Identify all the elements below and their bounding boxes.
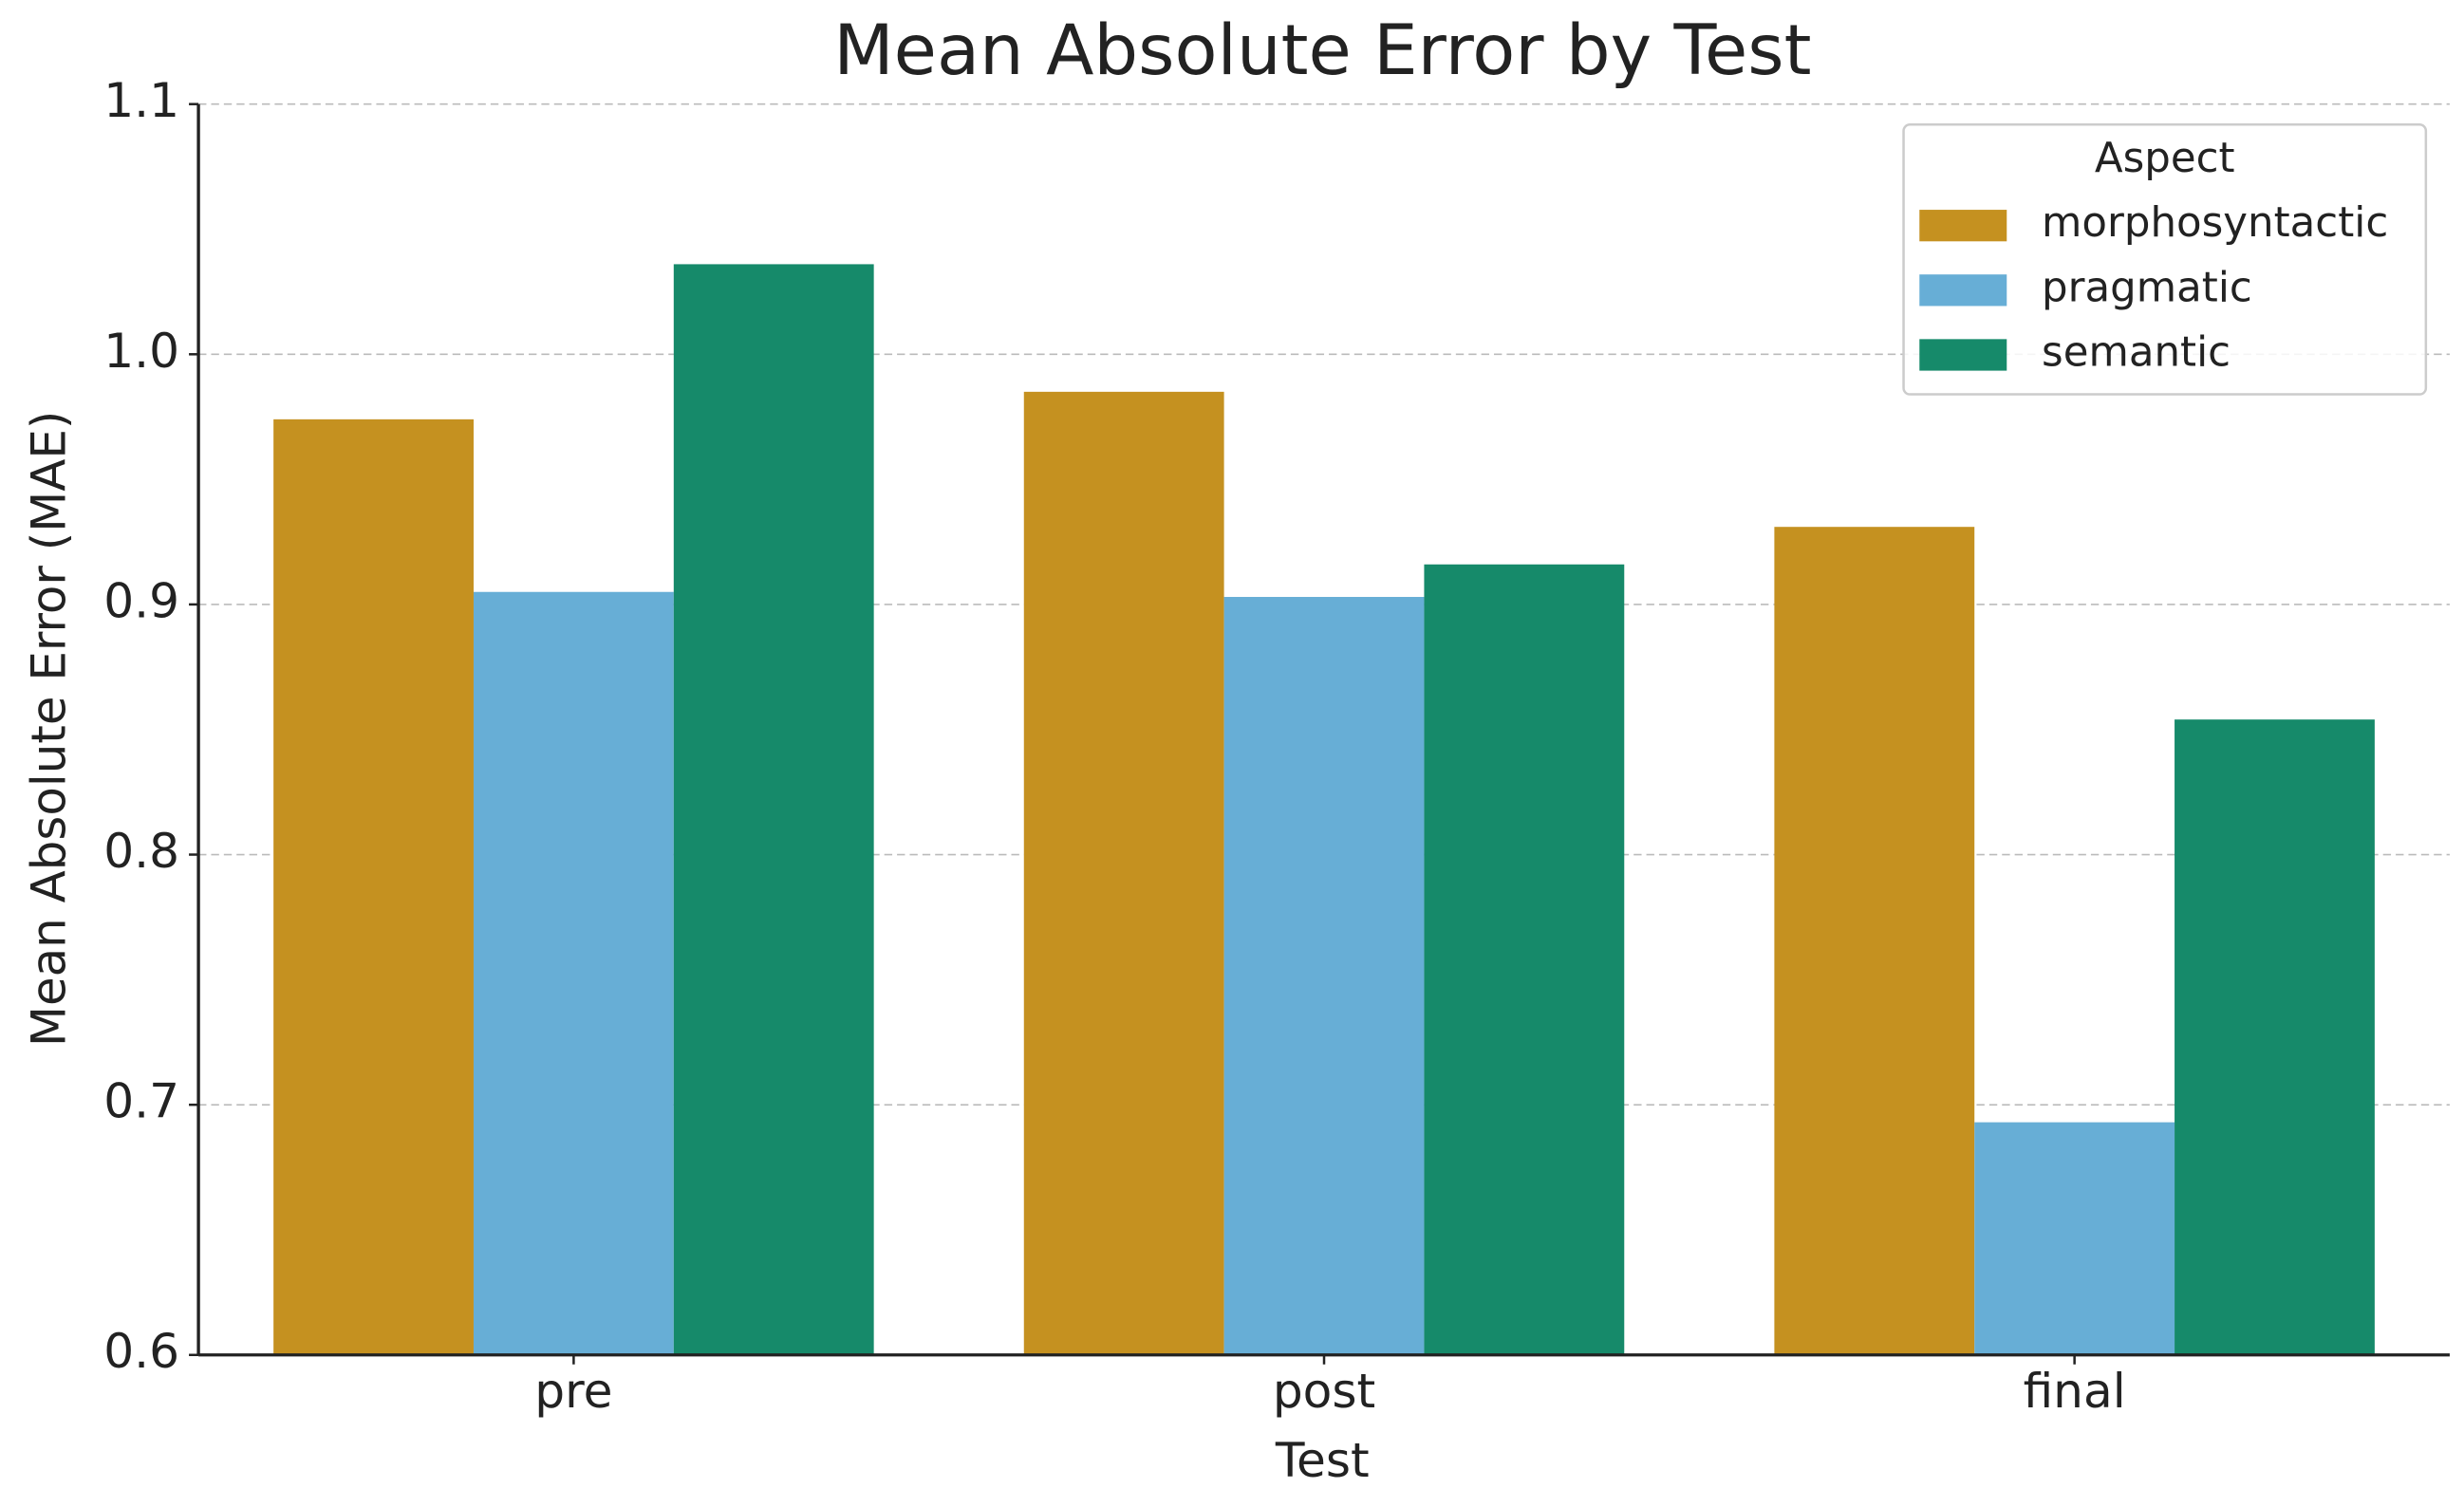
bar [1424, 564, 1625, 1355]
y-tick-label: 0.8 [103, 824, 179, 879]
bar [1223, 597, 1425, 1355]
chart-title: Mean Absolute Error by Test [833, 10, 1811, 91]
x-tick-label: post [1273, 1364, 1375, 1419]
legend-label: semantic [2042, 329, 2231, 377]
y-tick-label: 0.9 [103, 574, 179, 629]
bar [273, 419, 474, 1355]
bar [1023, 391, 1224, 1355]
legend-title: Aspect [2095, 135, 2235, 182]
bar [473, 591, 674, 1355]
legend-label: pragmatic [2042, 264, 2252, 311]
y-tick-label: 1.1 [103, 73, 179, 128]
y-tick-label: 0.6 [103, 1324, 179, 1379]
legend-swatch [1919, 210, 2007, 242]
y-tick-label: 0.7 [103, 1074, 179, 1129]
x-tick-label: pre [534, 1364, 612, 1419]
legend-label: morphosyntactic [2042, 199, 2388, 247]
bar [2175, 719, 2375, 1355]
y-axis-label: Mean Absolute Error (MAE) [22, 411, 77, 1047]
legend-swatch [1919, 274, 2007, 307]
y-tick-label: 1.0 [103, 324, 179, 379]
bar [1974, 1122, 2175, 1355]
legend-box [1902, 123, 2428, 396]
legend-swatch [1919, 339, 2007, 371]
x-axis-label: Test [1275, 1433, 1370, 1488]
bar [673, 264, 874, 1355]
x-tick-label: final [2024, 1364, 2126, 1419]
bar [1774, 527, 1975, 1355]
